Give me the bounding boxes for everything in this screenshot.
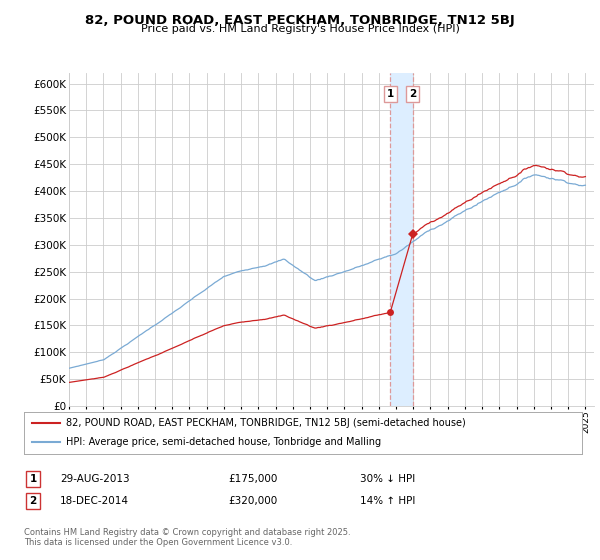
Text: 2: 2 [409, 89, 416, 99]
Text: Price paid vs. HM Land Registry's House Price Index (HPI): Price paid vs. HM Land Registry's House … [140, 24, 460, 34]
Text: 29-AUG-2013: 29-AUG-2013 [60, 474, 130, 484]
Text: 1: 1 [387, 89, 394, 99]
Text: £320,000: £320,000 [228, 496, 277, 506]
Text: 2: 2 [29, 496, 37, 506]
Text: 18-DEC-2014: 18-DEC-2014 [60, 496, 129, 506]
Text: Contains HM Land Registry data © Crown copyright and database right 2025.
This d: Contains HM Land Registry data © Crown c… [24, 528, 350, 547]
Text: HPI: Average price, semi-detached house, Tonbridge and Malling: HPI: Average price, semi-detached house,… [66, 437, 381, 447]
Bar [391, 73, 413, 406]
Text: 1: 1 [29, 474, 37, 484]
Text: £175,000: £175,000 [228, 474, 277, 484]
Text: 82, POUND ROAD, EAST PECKHAM, TONBRIDGE, TN12 5BJ (semi-detached house): 82, POUND ROAD, EAST PECKHAM, TONBRIDGE,… [66, 418, 466, 428]
Text: 14% ↑ HPI: 14% ↑ HPI [360, 496, 415, 506]
Text: 30% ↓ HPI: 30% ↓ HPI [360, 474, 415, 484]
Text: 82, POUND ROAD, EAST PECKHAM, TONBRIDGE, TN12 5BJ: 82, POUND ROAD, EAST PECKHAM, TONBRIDGE,… [85, 14, 515, 27]
